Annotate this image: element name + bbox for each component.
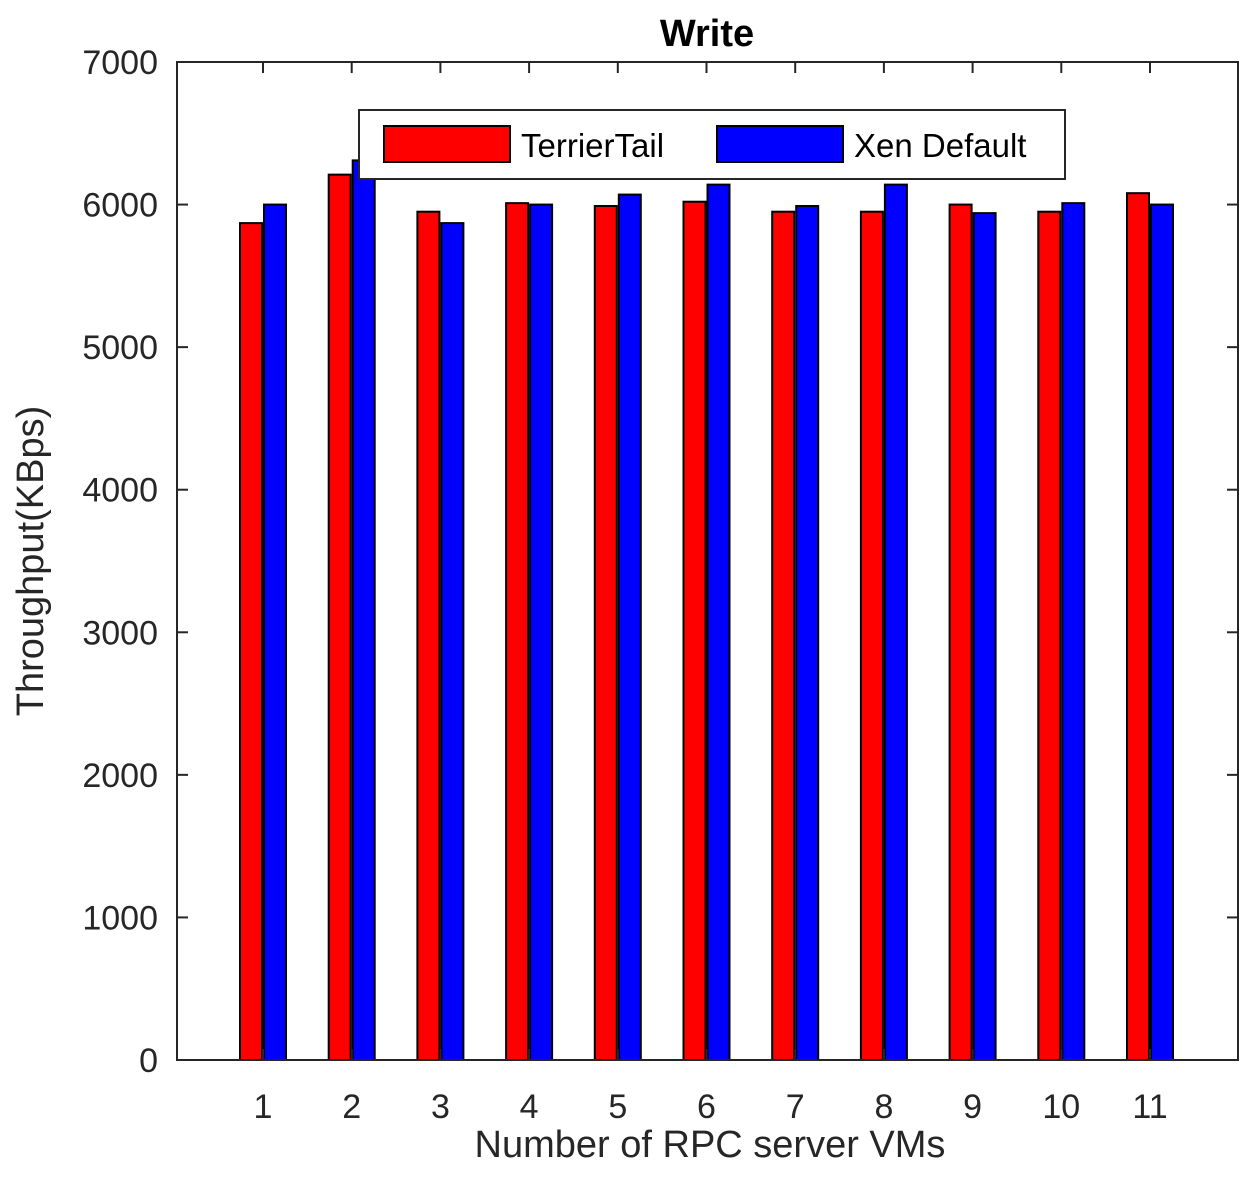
y-axis-label: Throughput(KBps) [10,406,52,717]
bar-xen-default-3 [440,222,465,1061]
bar-xen-default-7 [795,204,820,1062]
x-tick-label: 1 [254,1088,273,1126]
x-tick-label: 2 [342,1088,361,1126]
bar-terriertail-8 [859,210,884,1061]
bar-terriertail-9 [948,203,973,1062]
y-tick-label: 7000 [82,44,158,82]
bar-terriertail-5 [593,204,618,1062]
chart-title: Write [660,13,754,55]
y-tick-label: 6000 [82,187,158,225]
bar-terriertail-1 [239,222,263,1061]
bar-xen-default-10 [1061,202,1086,1062]
x-tick-label: 4 [520,1088,539,1126]
y-tick-label: 0 [139,1042,158,1080]
y-tick-label: 1000 [82,899,158,937]
x-tick-label: 10 [1042,1088,1080,1126]
bar-terriertail-4 [505,202,530,1062]
bar-xen-default-6 [706,183,731,1061]
legend-swatch-terriertail [383,125,511,163]
x-tick-label: 8 [874,1088,893,1126]
y-tick-label: 3000 [82,614,158,652]
x-tick-label: 3 [431,1088,450,1126]
x-axis-label: Number of RPC server VMs [475,1124,946,1166]
legend: TerrierTail Xen Default [358,109,1066,180]
x-tick-label: 9 [963,1088,982,1126]
bar-terriertail-7 [771,210,796,1061]
bar-xen-default-8 [883,183,908,1061]
bar-terriertail-3 [416,210,441,1061]
legend-label-xen-default: Xen Default [854,127,1026,164]
x-tick-label: 7 [786,1088,805,1126]
bar-xen-default-1 [263,203,287,1062]
y-tick-label: 2000 [82,757,158,795]
bar-terriertail-10 [1037,210,1062,1061]
bar-terriertail-2 [327,173,352,1062]
bar-xen-default-4 [529,203,554,1062]
bar-xen-default-11 [1150,203,1174,1062]
y-tick-label: 5000 [82,329,158,367]
bar-xen-default-5 [617,193,642,1061]
y-tick-label: 4000 [82,472,158,510]
ticks-group [177,61,1238,1061]
tick-labels-group: 0 1000 2000 3000 4000 5000 6000 7000 1 2 3 4 5 6 7 8 9 10… [82,44,1167,1126]
bar-xen-default-9 [972,212,997,1061]
bar-xen-default-2 [351,159,376,1062]
legend-label-terriertail: TerrierTail [521,127,664,164]
legend-swatch-xen-default [716,125,844,163]
bar-terriertail-6 [682,200,707,1062]
x-tick-label: 11 [1132,1088,1167,1126]
x-tick-label: 6 [697,1088,716,1126]
bars-group [239,159,1174,1062]
bar-terriertail-11 [1126,192,1150,1061]
x-tick-label: 5 [608,1088,627,1126]
